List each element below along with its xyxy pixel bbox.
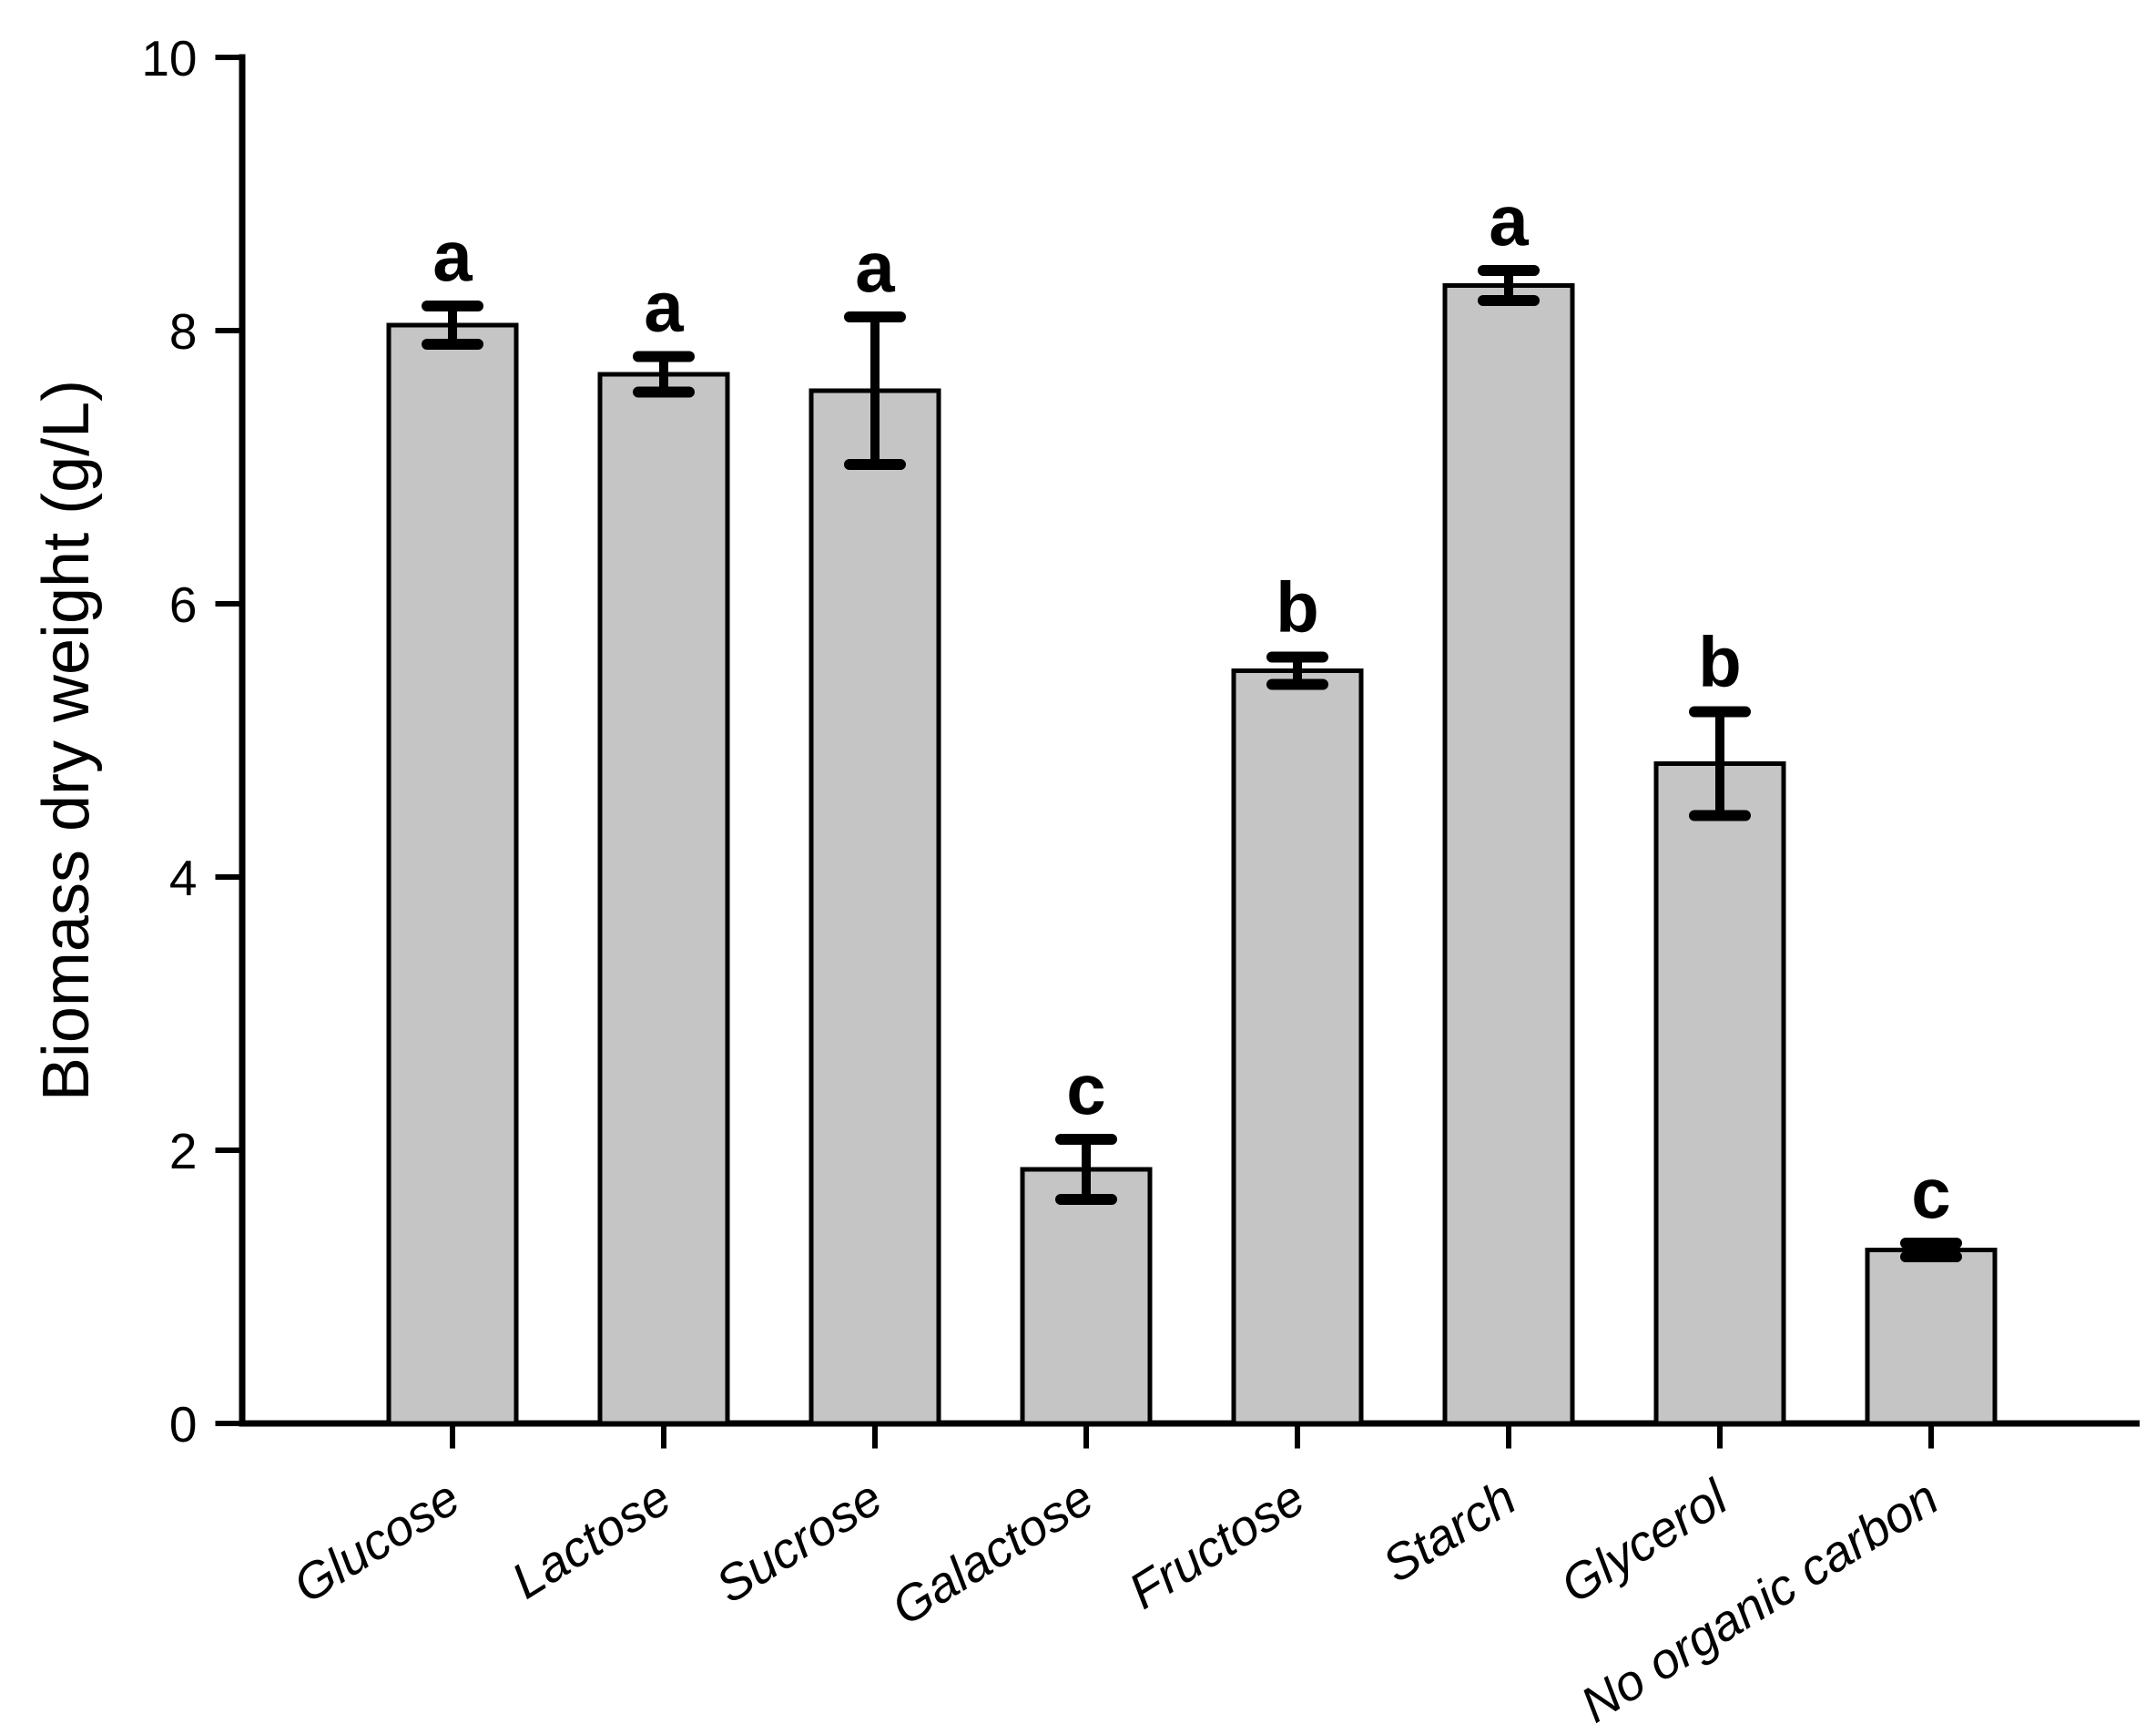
x-category-label: Starch <box>1373 1469 1526 1594</box>
significance-letter: b <box>1276 567 1319 648</box>
x-category-label: No organic carbon <box>1571 1469 1948 1729</box>
y-tick-label: 0 <box>169 1396 198 1453</box>
y-tick-label: 6 <box>169 576 198 633</box>
bar <box>597 372 730 1426</box>
x-category-label: Glycerol <box>1551 1468 1737 1614</box>
y-tick-label: 4 <box>169 850 198 906</box>
bar <box>1231 668 1364 1426</box>
bar <box>1442 283 1575 1426</box>
y-tick-label: 8 <box>169 303 198 360</box>
x-category-label: Fructose <box>1119 1469 1314 1620</box>
bar <box>808 388 941 1426</box>
significance-letter: c <box>1911 1153 1950 1233</box>
significance-letter: a <box>855 227 895 307</box>
x-category-label: Glucose <box>283 1469 469 1614</box>
y-tick-label: 10 <box>141 30 197 87</box>
significance-letter: a <box>432 216 473 296</box>
bar <box>1653 761 1786 1426</box>
significance-letter: b <box>1698 622 1742 702</box>
x-category-label: Sucrose <box>706 1469 891 1614</box>
bar <box>386 322 519 1426</box>
significance-letter: a <box>644 267 684 347</box>
bar <box>1020 1167 1153 1426</box>
bar <box>1865 1248 1998 1426</box>
significance-letter: a <box>1489 180 1529 260</box>
x-category-label: Galactose <box>881 1469 1103 1637</box>
y-axis-title: Biomass dry weight (g/L) <box>30 380 103 1101</box>
y-tick-label: 2 <box>169 1123 198 1179</box>
significance-letter: c <box>1066 1049 1105 1129</box>
x-category-label: Lactose <box>502 1469 680 1610</box>
